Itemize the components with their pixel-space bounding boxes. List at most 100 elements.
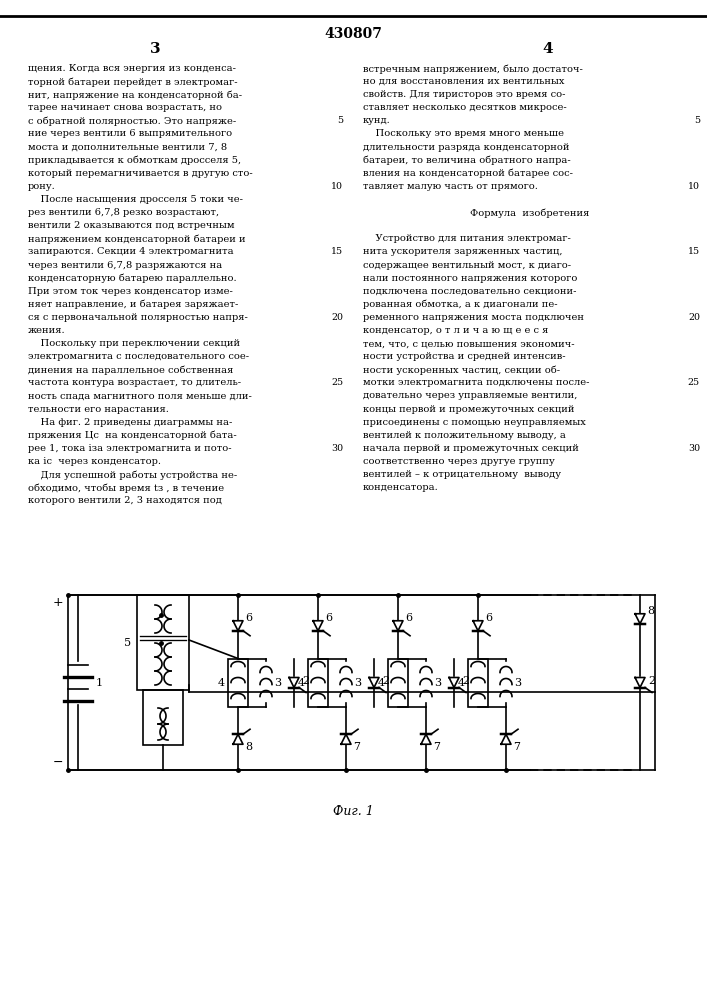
Polygon shape	[635, 614, 645, 624]
Text: запираются. Секции 4 электромагнита: запираются. Секции 4 электромагнита	[28, 247, 233, 256]
Text: тельности его нарастания.: тельности его нарастания.	[28, 405, 169, 414]
Text: напряжением конденсаторной батареи и: напряжением конденсаторной батареи и	[28, 234, 245, 244]
Polygon shape	[233, 621, 243, 631]
Text: 30: 30	[688, 444, 700, 453]
Text: электромагнита с последовательного сое-: электромагнита с последовательного сое-	[28, 352, 249, 361]
Polygon shape	[635, 678, 645, 688]
Text: 4: 4	[543, 42, 554, 56]
Bar	[308, 658, 328, 706]
Text: После насыщения дросселя 5 токи че-: После насыщения дросселя 5 токи че-	[28, 195, 243, 204]
Text: начала первой и промежуточных секций: начала первой и промежуточных секций	[363, 444, 579, 453]
Text: няет направление, и батарея заряжает-: няет направление, и батарея заряжает-	[28, 300, 238, 309]
Text: тарее начинает снова возрастать, но: тарее начинает снова возрастать, но	[28, 103, 222, 112]
Text: динения на параллельное собственная: динения на параллельное собственная	[28, 365, 233, 375]
Text: ности ускоренных частиц, секции об-: ности ускоренных частиц, секции об-	[363, 365, 560, 375]
Polygon shape	[421, 734, 431, 744]
Text: соответственно через другуе группу: соответственно через другуе группу	[363, 457, 555, 466]
Text: свойств. Для тиристоров это время со-: свойств. Для тиристоров это время со-	[363, 90, 566, 99]
Text: длительности разряда конденсаторной: длительности разряда конденсаторной	[363, 143, 570, 152]
Text: 3: 3	[434, 678, 441, 688]
Text: встречным напряжением, было достаточ-: встречным напряжением, было достаточ-	[363, 64, 583, 74]
Text: 7: 7	[353, 742, 360, 752]
Text: Для успешной работы устройства не-: Для успешной работы устройства не-	[28, 470, 238, 480]
Text: 5: 5	[337, 116, 343, 125]
Text: ность спада магнитного поля меньше дли-: ность спада магнитного поля меньше дли-	[28, 391, 252, 400]
Text: нит, напряжение на конденсаторной ба-: нит, напряжение на конденсаторной ба-	[28, 90, 242, 100]
Text: 5: 5	[694, 116, 700, 125]
Text: тем, что, с целью повышения экономич-: тем, что, с целью повышения экономич-	[363, 339, 575, 348]
Text: тавляет малую часть от прямого.: тавляет малую часть от прямого.	[363, 182, 538, 191]
Text: через вентили 6,7,8 разряжаются на: через вентили 6,7,8 разряжаются на	[28, 260, 222, 269]
Text: присоединены с помощью неуправляемых: присоединены с помощью неуправляемых	[363, 418, 586, 427]
Text: ременного напряжения моста подключен: ременного напряжения моста подключен	[363, 313, 584, 322]
Bar	[228, 658, 248, 706]
Text: ности устройства и средней интенсив-: ности устройства и средней интенсив-	[363, 352, 566, 361]
Text: 6: 6	[485, 613, 492, 623]
Text: рее 1, тока iза электромагнита и пото-: рее 1, тока iза электромагнита и пото-	[28, 444, 232, 453]
Bar	[143, 690, 183, 745]
Text: нита ускорителя заряженных частиц,: нита ускорителя заряженных частиц,	[363, 247, 563, 256]
Bar	[388, 658, 408, 706]
Polygon shape	[313, 621, 323, 631]
Bar	[468, 658, 488, 706]
Text: 2: 2	[462, 676, 469, 686]
Bar	[137, 595, 189, 690]
Text: которого вентили 2, 3 находятся под: которого вентили 2, 3 находятся под	[28, 496, 222, 505]
Text: вентили 2 оказываются под встречным: вентили 2 оказываются под встречным	[28, 221, 235, 230]
Polygon shape	[449, 678, 459, 688]
Text: На фиг. 2 приведены диаграммы на-: На фиг. 2 приведены диаграммы на-	[28, 418, 233, 427]
Text: 30: 30	[331, 444, 343, 453]
Text: прикладывается к обмоткам дросселя 5,: прикладывается к обмоткам дросселя 5,	[28, 156, 241, 165]
Polygon shape	[233, 734, 243, 744]
Text: 430807: 430807	[324, 27, 382, 41]
Text: 10: 10	[331, 182, 343, 191]
Text: 3: 3	[150, 42, 160, 56]
Text: 7: 7	[433, 742, 440, 752]
Text: конденсаторную батарею параллельно.: конденсаторную батарею параллельно.	[28, 274, 237, 283]
Text: рез вентили 6,7,8 резко возрастают,: рез вентили 6,7,8 резко возрастают,	[28, 208, 219, 217]
Text: конденсатор, о т л и ч а ю щ е е с я: конденсатор, о т л и ч а ю щ е е с я	[363, 326, 549, 335]
Text: 20: 20	[688, 313, 700, 322]
Text: 4: 4	[458, 678, 465, 688]
Text: +: +	[53, 596, 64, 609]
Polygon shape	[341, 734, 351, 744]
Text: 15: 15	[688, 247, 700, 256]
Text: торной батареи перейдет в электромаг-: торной батареи перейдет в электромаг-	[28, 77, 238, 87]
Text: конденсатора.: конденсатора.	[363, 483, 439, 492]
Text: частота контура возрастает, то длитель-: частота контура возрастает, то длитель-	[28, 378, 241, 387]
Text: обходимо, чтобы время tз , в течение: обходимо, чтобы время tз , в течение	[28, 483, 224, 493]
Text: При этом ток через конденсатор изме-: При этом ток через конденсатор изме-	[28, 287, 233, 296]
Polygon shape	[393, 621, 403, 631]
Text: 5: 5	[124, 638, 131, 648]
Text: рону.: рону.	[28, 182, 56, 191]
Text: 1: 1	[96, 678, 103, 688]
Text: Поскольку при переключении секций: Поскольку при переключении секций	[28, 339, 240, 348]
Text: рованная обмотка, а к диагонали пе-: рованная обмотка, а к диагонали пе-	[363, 300, 558, 309]
Text: 6: 6	[245, 613, 252, 623]
Text: 4: 4	[298, 678, 305, 688]
Text: Фиг. 1: Фиг. 1	[332, 805, 373, 818]
Text: 3: 3	[274, 678, 281, 688]
Text: ние через вентили 6 выпрямительного: ние через вентили 6 выпрямительного	[28, 129, 232, 138]
Text: 3: 3	[514, 678, 521, 688]
Text: 8: 8	[245, 742, 252, 752]
Text: −: −	[53, 756, 63, 768]
Text: 2: 2	[302, 676, 309, 686]
Text: 8: 8	[647, 606, 654, 616]
Text: Устройство для питания электромаг-: Устройство для питания электромаг-	[363, 234, 571, 243]
Text: 15: 15	[331, 247, 343, 256]
Text: довательно через управляемые вентили,: довательно через управляемые вентили,	[363, 391, 578, 400]
Text: жения.: жения.	[28, 326, 66, 335]
Text: подключена последовательно секциони-: подключена последовательно секциони-	[363, 287, 576, 296]
Text: содержащее вентильный мост, к диаго-: содержащее вентильный мост, к диаго-	[363, 260, 571, 269]
Polygon shape	[289, 678, 299, 688]
Text: моста и дополнительные вентили 7, 8: моста и дополнительные вентили 7, 8	[28, 143, 227, 152]
Text: 3: 3	[354, 678, 361, 688]
Text: нали постоянного напряжения которого: нали постоянного напряжения которого	[363, 274, 578, 283]
Text: с обратной полярностью. Это напряже-: с обратной полярностью. Это напряже-	[28, 116, 236, 126]
Text: 2: 2	[382, 676, 389, 686]
Text: 4: 4	[218, 678, 225, 688]
Text: 10: 10	[688, 182, 700, 191]
Text: кунд.: кунд.	[363, 116, 391, 125]
Text: который перемагничивается в другую сто-: который перемагничивается в другую сто-	[28, 169, 252, 178]
